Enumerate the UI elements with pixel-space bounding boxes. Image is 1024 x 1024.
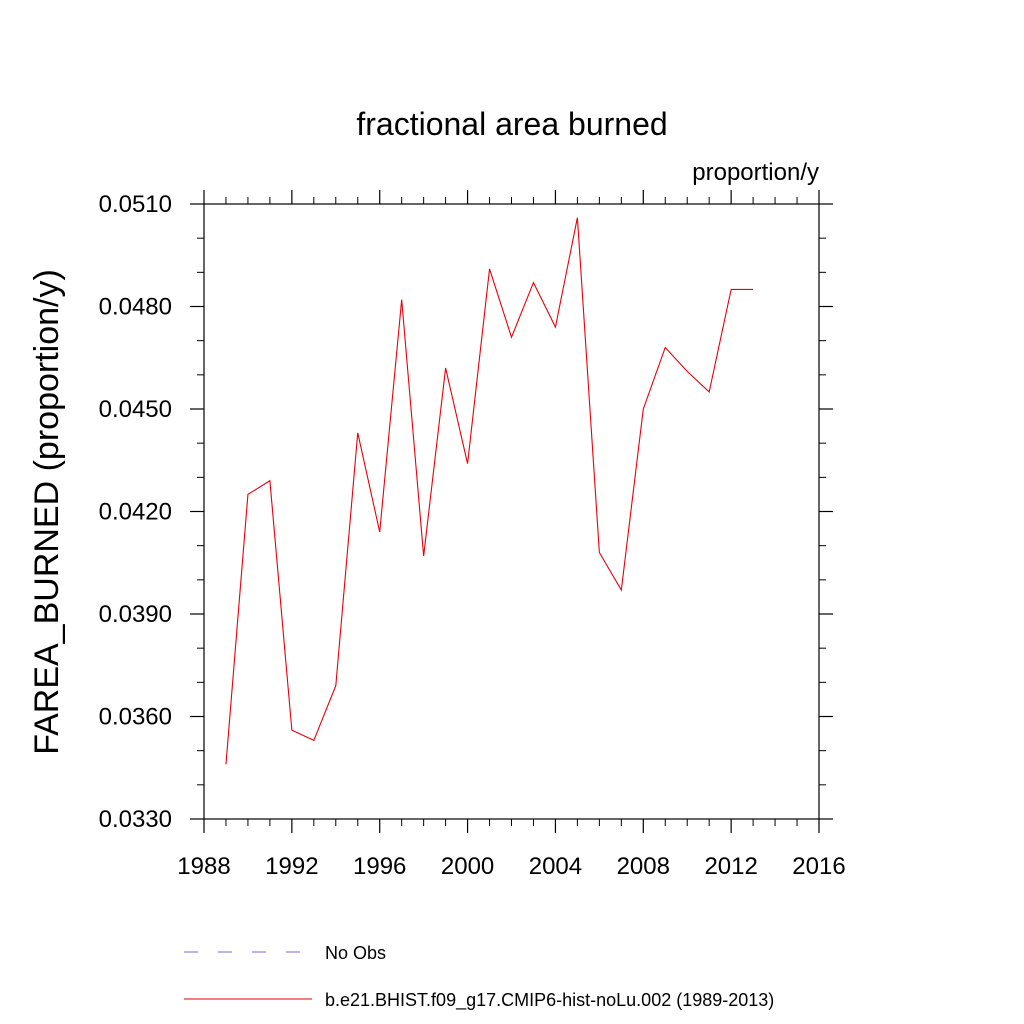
x-tick-label: 2000 bbox=[441, 853, 494, 880]
x-tick-label: 2016 bbox=[792, 853, 845, 880]
x-tick-label: 2008 bbox=[617, 853, 670, 880]
plot-frame bbox=[203, 203, 820, 820]
x-tick-label: 2012 bbox=[704, 853, 757, 880]
series-line-1 bbox=[225, 217, 754, 765]
legend: No Obs b.e21.BHIST.f09_g17.CMIP6-hist-noL… bbox=[184, 943, 774, 1011]
y-tick-label: 0.0330 bbox=[99, 806, 172, 833]
x-tick-label: 1996 bbox=[353, 853, 406, 880]
legend-label-1: b.e21.BHIST.f09_g17.CMIP6-hist-noLu.002 … bbox=[325, 990, 774, 1011]
y-tick-label: 0.0480 bbox=[99, 294, 172, 321]
units-label: proportion/y bbox=[692, 159, 819, 186]
y-tick-label: 0.0390 bbox=[99, 601, 172, 628]
y-tick-label: 0.0510 bbox=[99, 191, 172, 218]
y-tick-label: 0.0420 bbox=[99, 499, 172, 526]
x-tick-label: 2004 bbox=[529, 853, 582, 880]
y-tick-label: 0.0450 bbox=[99, 396, 172, 423]
y-tick-label: 0.0360 bbox=[99, 704, 172, 731]
series-layer bbox=[225, 217, 754, 765]
x-tick-label: 1992 bbox=[265, 853, 318, 880]
y-axis-label: FAREA_BURNED (proportion/y) bbox=[28, 269, 66, 755]
axis-ticks: 1988 1992 1996 2000 2004 2008 2012 2016 0.0330 0.… bbox=[99, 190, 846, 880]
legend-label-0: No Obs bbox=[325, 943, 386, 963]
chart-title: fractional area burned bbox=[356, 106, 667, 142]
x-tick-label: 1988 bbox=[177, 853, 230, 880]
